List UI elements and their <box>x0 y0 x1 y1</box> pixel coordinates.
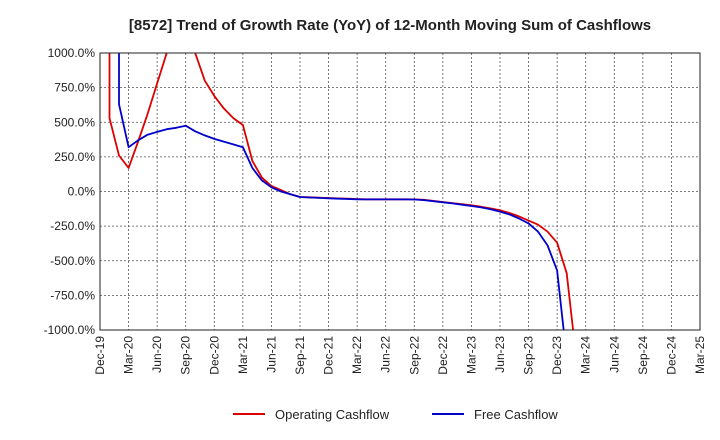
y-tick-label: -500.0% <box>50 254 95 268</box>
y-axis-ticks: 1000.0% 750.0% 500.0% 250.0% 0.0% -250.0% -500… <box>44 46 96 337</box>
y-tick-label: 1000.0% <box>48 46 96 60</box>
x-tick-label: Sep-21 <box>293 336 307 375</box>
x-tick-label: Dec-23 <box>550 336 564 375</box>
x-tick-label: Jun-22 <box>379 336 393 373</box>
x-tick-label: Dec-22 <box>436 336 450 375</box>
x-tick-label: Mar-22 <box>350 336 364 374</box>
legend-label-0: Operating Cashflow <box>275 407 390 422</box>
x-tick-label: Sep-22 <box>407 336 421 375</box>
x-tick-label: Mar-20 <box>122 336 136 374</box>
legend-label-1: Free Cashflow <box>474 407 558 422</box>
x-tick-label: Jun-20 <box>150 336 164 373</box>
x-tick-label: Dec-21 <box>322 336 336 375</box>
x-axis-ticks: Dec-19 Mar-20 Jun-20 Sep-20 Dec-20 Mar-21 Jun-… <box>93 336 707 375</box>
y-tick-label: -1000.0% <box>44 323 96 337</box>
x-tick-label: Mar-23 <box>464 336 478 374</box>
series-lines <box>108 53 574 330</box>
x-tick-label: Dec-20 <box>207 336 221 375</box>
x-tick-label: Dec-24 <box>664 336 678 375</box>
y-tick-label: 250.0% <box>54 150 95 164</box>
y-tick-label: -750.0% <box>50 288 95 302</box>
chart-title: [8572] Trend of Growth Rate (YoY) of 12-… <box>129 17 651 34</box>
x-tick-label: Mar-24 <box>579 336 593 374</box>
y-tick-label: -250.0% <box>50 219 95 233</box>
plot-border <box>99 52 701 331</box>
series-line-1 <box>118 53 565 330</box>
x-tick-label: Sep-23 <box>522 336 536 375</box>
legend: Operating Cashflow Free Cashflow <box>233 407 558 422</box>
x-tick-label: Sep-20 <box>179 336 193 375</box>
x-tick-label: Mar-21 <box>236 336 250 374</box>
x-tick-label: Dec-19 <box>93 336 107 375</box>
grid-lines <box>100 53 700 330</box>
x-tick-label: Jun-21 <box>264 336 278 373</box>
x-tick-label: Sep-24 <box>636 336 650 375</box>
y-tick-label: 0.0% <box>68 185 96 199</box>
x-tick-label: Mar-25 <box>693 336 707 374</box>
x-tick-label: Jun-23 <box>493 336 507 373</box>
y-tick-label: 500.0% <box>54 115 95 129</box>
x-tick-label: Jun-24 <box>607 336 621 373</box>
y-tick-label: 750.0% <box>54 81 95 95</box>
